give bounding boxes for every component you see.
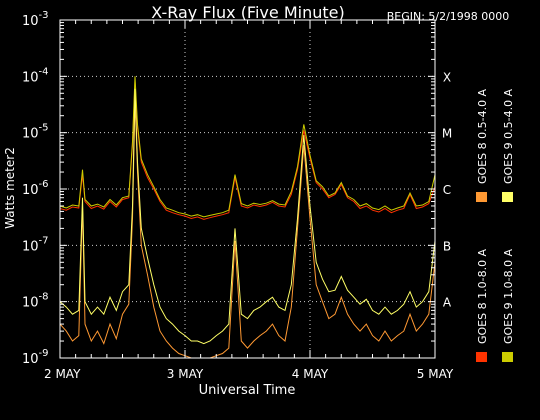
y-tick-label: 10-3 (22, 10, 49, 29)
flare-class-label: M (442, 127, 452, 141)
series-line-1 (59, 81, 436, 220)
legend-label: GOES 9 1.0-8.0 A (502, 248, 515, 344)
flare-class-label: X (443, 70, 451, 84)
flare-class-label: C (443, 183, 451, 197)
x-tick-label: 5 MAY (417, 367, 454, 381)
y-tick-label: 10-7 (22, 235, 49, 254)
y-axis-label: Watts meter2 (3, 147, 17, 229)
legend-swatch (502, 192, 513, 202)
y-tick-label: 10-6 (22, 179, 49, 198)
legend-swatch (476, 192, 487, 202)
y-tick-label: 10-9 (22, 348, 49, 367)
legend-swatch (502, 352, 513, 362)
x-tick-label: 3 MAY (167, 367, 204, 381)
series-line-3 (59, 76, 436, 218)
y-tick-label: 10-5 (22, 123, 49, 142)
series-line-4 (59, 88, 436, 345)
grid-lines (60, 20, 435, 358)
begin-label: BEGIN: 5/2/1998 0000 (387, 10, 510, 23)
flare-class-label: B (443, 239, 451, 253)
x-axis-label: Universal Time (199, 383, 296, 398)
chart-title: X-Ray Flux (Five Minute) (151, 3, 344, 22)
legend-swatch (476, 352, 487, 362)
y-tick-label: 10-8 (22, 292, 49, 311)
legend-label: GOES 8 0.5-4.0 A (476, 88, 489, 184)
series-line-2 (59, 98, 436, 359)
x-tick-label: 2 MAY (44, 367, 81, 381)
legend-label: GOES 9 0.5-4.0 A (502, 88, 515, 184)
legend-label: GOES 8 1.0-8.0 A (476, 248, 489, 344)
legend: GOES 8 1.0-8.0 A GOES 8 0.5-4.0 A GOES 9 1… (476, 88, 515, 362)
flare-class-label: A (443, 296, 452, 310)
x-tick-label: 4 MAY (292, 367, 329, 381)
series-group (59, 76, 436, 359)
y-tick-label: 10-4 (22, 66, 49, 85)
axis-ticks: 10-9 10-8 10-7 10-6 10-5 10-4 10-3 2 MAY 3 MAY 4 … (22, 10, 454, 381)
